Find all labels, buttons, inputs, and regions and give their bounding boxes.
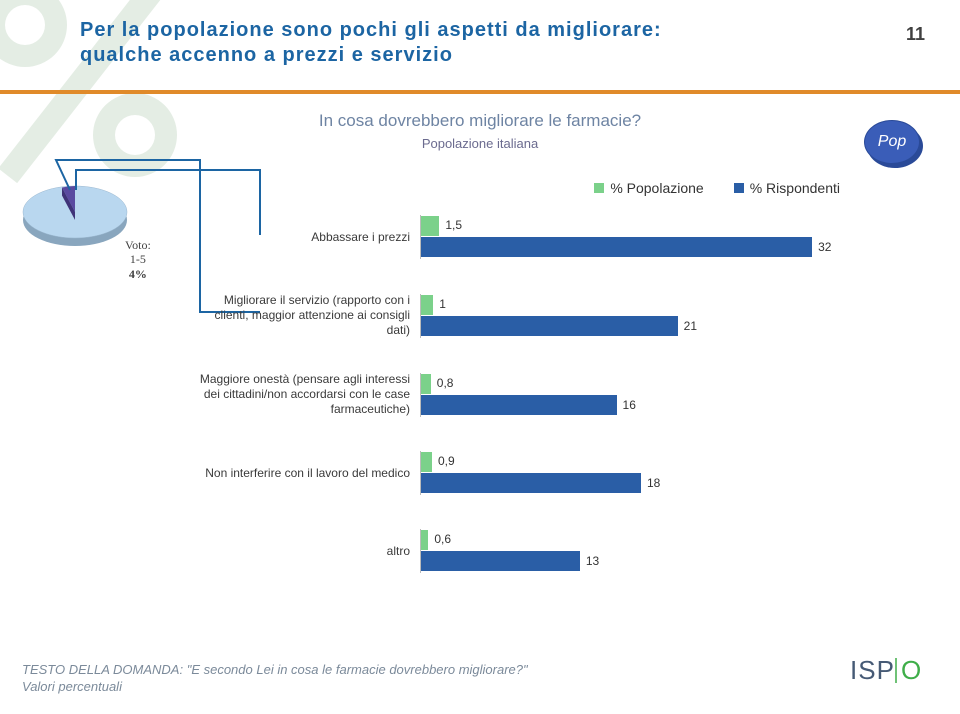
footer-question: TESTO DELLA DOMANDA: "E secondo Lei in c… bbox=[22, 661, 528, 679]
voto-line3: 4% bbox=[125, 267, 151, 281]
svg-text:ISP: ISP bbox=[850, 655, 895, 685]
chart-row: Migliorare il servizio (rapporto con i c… bbox=[190, 293, 900, 338]
value-resp: 18 bbox=[647, 476, 660, 490]
bar-resp bbox=[421, 551, 580, 571]
row-label: Maggiore onestà (pensare agli interessi … bbox=[190, 372, 420, 417]
subtitle-question: In cosa dovrebbero migliorare le farmaci… bbox=[0, 110, 960, 132]
legend-item-pop: % Popolazione bbox=[594, 180, 703, 196]
svg-text:O: O bbox=[901, 655, 921, 685]
chart-row: Maggiore onestà (pensare agli interessi … bbox=[190, 372, 900, 417]
legend-swatch-resp bbox=[734, 183, 744, 193]
pop-badge: Pop bbox=[864, 120, 920, 164]
value-pop: 0,8 bbox=[437, 376, 454, 390]
legend-label-resp: % Rispondenti bbox=[750, 180, 840, 196]
bar-chart: % Popolazione % Rispondenti Abbassare i … bbox=[190, 180, 900, 620]
row-label: Abbassare i prezzi bbox=[190, 230, 420, 245]
logo: ISP O bbox=[850, 655, 930, 694]
bar-resp bbox=[421, 473, 641, 493]
value-resp: 21 bbox=[684, 319, 697, 333]
slide-title: Per la popolazione sono pochi gli aspett… bbox=[80, 18, 800, 68]
divider-rule bbox=[0, 90, 960, 94]
title-line2: qualche accenno a prezzi e servizio bbox=[80, 43, 800, 68]
row-label: Non interferire con il lavoro del medico bbox=[190, 466, 420, 481]
value-pop: 1,5 bbox=[445, 218, 462, 232]
value-pop: 0,9 bbox=[438, 454, 455, 468]
title-line1: Per la popolazione sono pochi gli aspett… bbox=[80, 18, 800, 43]
voto-line1: Voto: bbox=[125, 238, 151, 252]
value-pop: 1 bbox=[439, 297, 446, 311]
chart-row: Non interferire con il lavoro del medico… bbox=[190, 451, 900, 495]
pie-chart bbox=[20, 178, 130, 258]
chart-legend: % Popolazione % Rispondenti bbox=[594, 180, 840, 196]
value-resp: 16 bbox=[623, 398, 636, 412]
bar-pop bbox=[421, 452, 432, 472]
legend-item-resp: % Rispondenti bbox=[734, 180, 840, 196]
page-number: 11 bbox=[906, 24, 925, 45]
bar-resp bbox=[421, 316, 678, 336]
chart-row: Abbassare i prezzi 1,5 32 bbox=[190, 215, 900, 259]
legend-label-pop: % Popolazione bbox=[610, 180, 703, 196]
subtitle-sub: Popolazione italiana bbox=[0, 136, 960, 153]
footer: TESTO DELLA DOMANDA: "E secondo Lei in c… bbox=[22, 661, 528, 696]
row-bars: 1,5 32 bbox=[420, 215, 900, 259]
row-bars: 1 21 bbox=[420, 294, 900, 338]
bar-resp bbox=[421, 395, 617, 415]
row-label: Migliorare il servizio (rapporto con i c… bbox=[190, 293, 420, 338]
bar-pop bbox=[421, 530, 428, 550]
bar-pop bbox=[421, 374, 431, 394]
voto-label: Voto: 1-5 4% bbox=[125, 238, 151, 281]
footer-note: Valori percentuali bbox=[22, 678, 528, 696]
voto-line2: 1-5 bbox=[125, 252, 151, 266]
row-bars: 0,8 16 bbox=[420, 373, 900, 417]
value-resp: 13 bbox=[586, 554, 599, 568]
row-label: altro bbox=[190, 544, 420, 559]
chart-row: altro 0,6 13 bbox=[190, 529, 900, 573]
value-pop: 0,6 bbox=[434, 532, 451, 546]
bar-pop bbox=[421, 295, 433, 315]
row-bars: 0,9 18 bbox=[420, 451, 900, 495]
subtitle-block: In cosa dovrebbero migliorare le farmaci… bbox=[0, 110, 960, 153]
row-bars: 0,6 13 bbox=[420, 529, 900, 573]
bar-resp bbox=[421, 237, 812, 257]
bar-pop bbox=[421, 216, 439, 236]
chart-rows: Abbassare i prezzi 1,5 32 Migliorare il ser… bbox=[190, 215, 900, 607]
value-resp: 32 bbox=[818, 240, 831, 254]
pop-badge-label: Pop bbox=[878, 133, 906, 151]
legend-swatch-pop bbox=[594, 183, 604, 193]
